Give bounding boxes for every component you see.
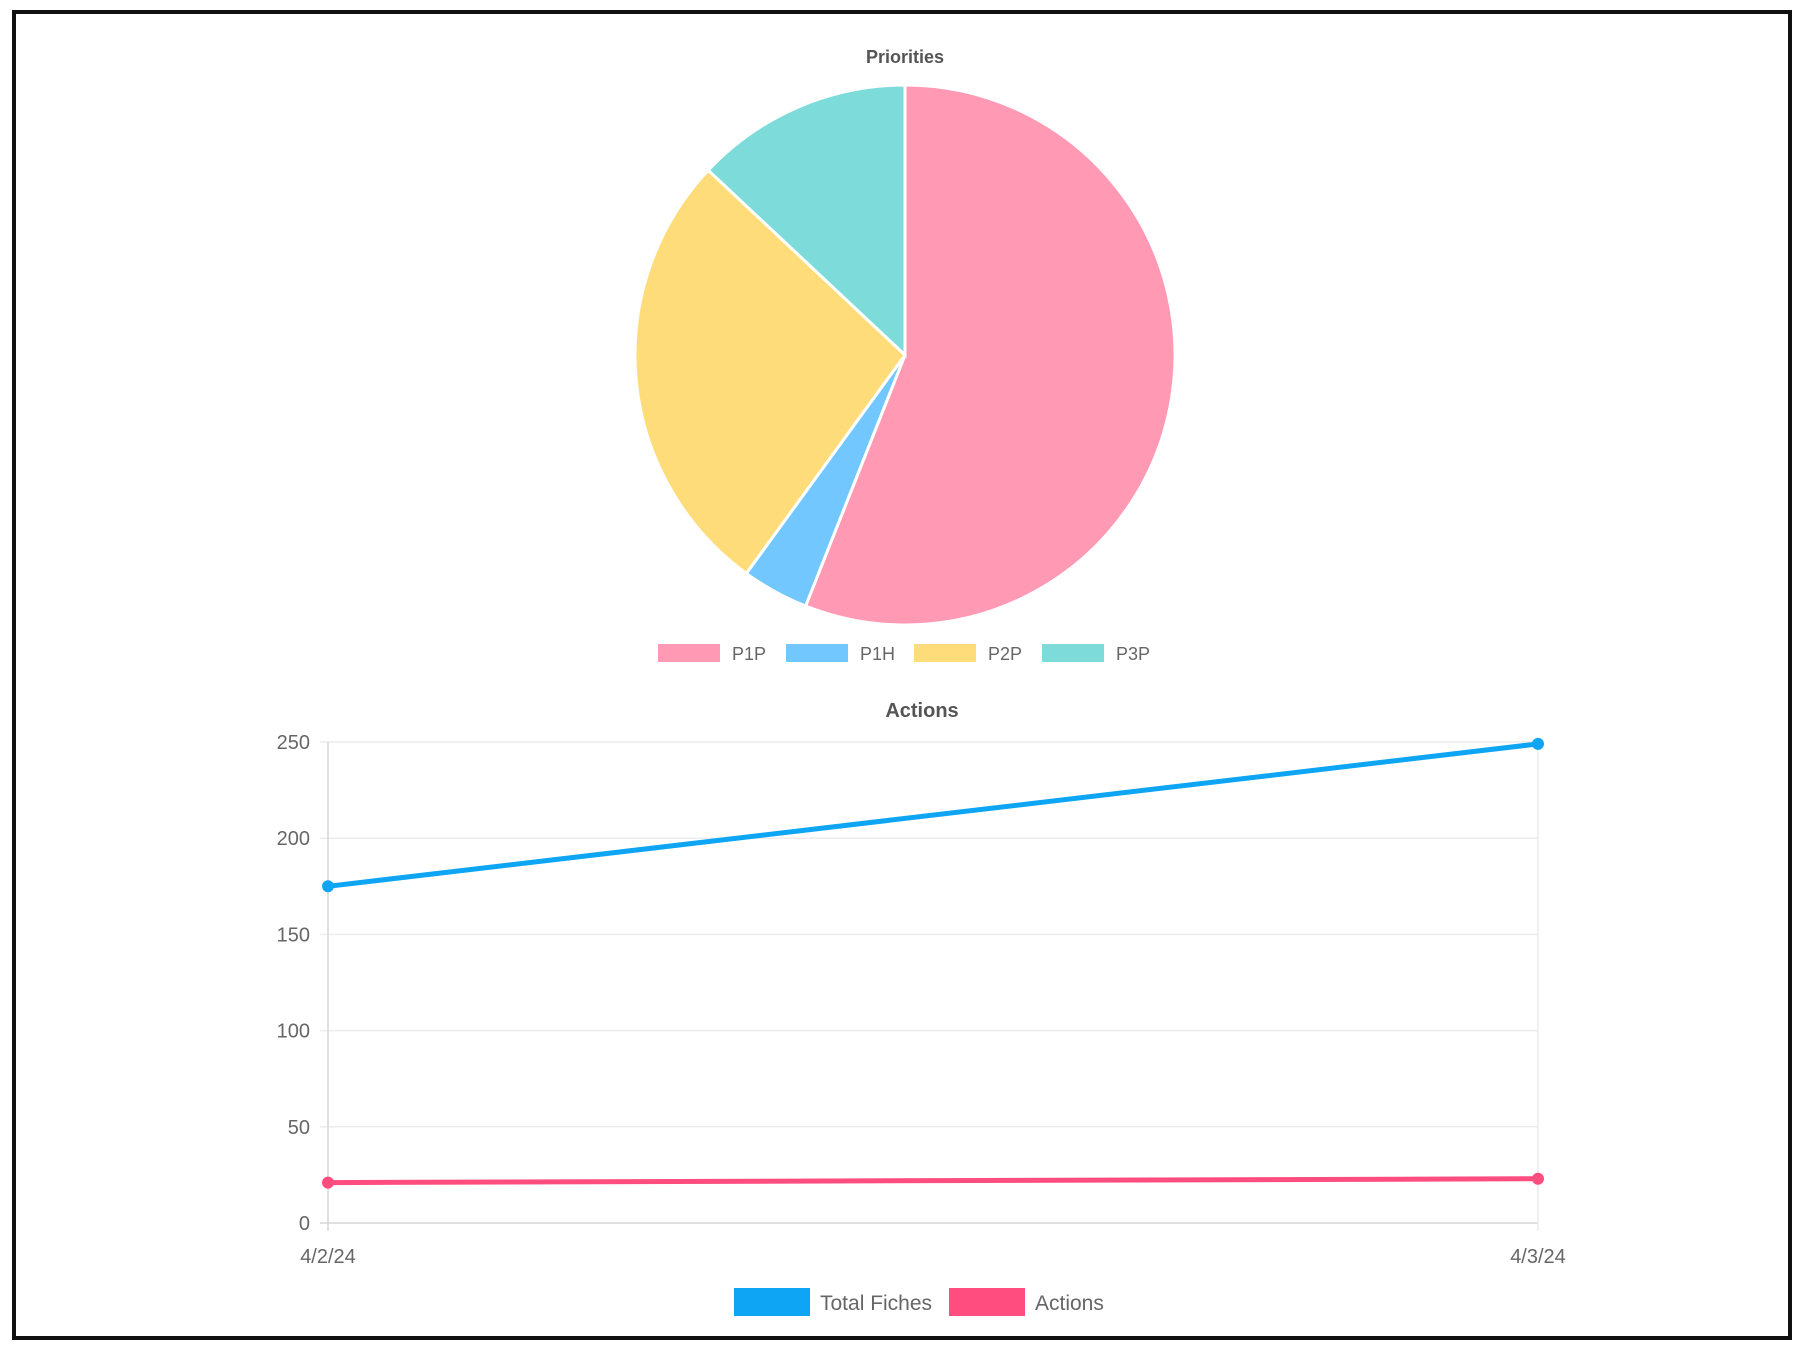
pie-legend-swatch-p2p xyxy=(914,644,976,662)
pie-legend-item-p2p[interactable]: P2P xyxy=(914,644,1022,664)
line-legend-item-total-fiches[interactable]: Total Fiches xyxy=(734,1288,932,1316)
pie-legend-label-p1h: P1H xyxy=(860,644,895,664)
line-chart-title: Actions xyxy=(885,700,958,722)
y-tick-label-150: 150 xyxy=(277,924,310,946)
series-point-actions-4-3-24[interactable] xyxy=(1532,1172,1544,1185)
pie-legend-swatch-p3p xyxy=(1042,644,1104,662)
line-legend-swatch-actions xyxy=(949,1288,1025,1316)
x-tick-label-4-2-24: 4/2/24 xyxy=(300,1246,356,1268)
line-legend-swatch-total-fiches xyxy=(734,1288,810,1316)
line-legend-item-actions[interactable]: Actions xyxy=(949,1288,1104,1316)
pie-legend-item-p3p[interactable]: P3P xyxy=(1042,644,1150,664)
series-point-total-fiches-4-2-24[interactable] xyxy=(322,880,334,893)
pie-chart: Priorities P1P P1H P2P P3P xyxy=(633,47,1177,664)
pie-legend: P1P P1H P2P P3P xyxy=(658,644,1150,664)
pie-slice-p2p[interactable] xyxy=(633,168,907,576)
pie-legend-item-p1p[interactable]: P1P xyxy=(658,644,766,664)
series-total-fiches xyxy=(322,737,1544,893)
y-tick-label-200: 200 xyxy=(277,828,310,850)
line-legend: Total Fiches Actions xyxy=(734,1288,1104,1316)
x-tick-label-4-3-24: 4/3/24 xyxy=(1510,1246,1566,1268)
pie-slice-p3p[interactable] xyxy=(706,83,907,359)
series-line-actions xyxy=(325,1176,1541,1186)
line-chart: Actions 0 50 100 150 200 250 4/2/24 4/3/24 Tot… xyxy=(277,700,1566,1316)
line-legend-label-total-fiches: Total Fiches xyxy=(820,1292,932,1315)
pie-slices xyxy=(633,83,1177,627)
pie-slice-p1p[interactable] xyxy=(803,83,1177,627)
pie-chart-title: Priorities xyxy=(866,47,944,67)
series-actions xyxy=(322,1172,1544,1189)
y-tick-label-100: 100 xyxy=(277,1021,310,1043)
pie-legend-label-p2p: P2P xyxy=(988,644,1022,664)
y-tick-label-250: 250 xyxy=(277,732,310,754)
pie-legend-swatch-p1h xyxy=(786,644,848,662)
pie-legend-label-p3p: P3P xyxy=(1116,644,1150,664)
y-axis-ticks: 0 50 100 150 200 250 xyxy=(277,732,310,1235)
pie-legend-item-p1h[interactable]: P1H xyxy=(786,644,895,664)
x-axis-ticks: 4/2/24 4/3/24 xyxy=(300,1246,1566,1268)
series-point-actions-4-2-24[interactable] xyxy=(322,1176,334,1189)
series-line-total-fiches xyxy=(325,741,1541,889)
y-tick-label-0: 0 xyxy=(299,1213,310,1235)
line-series xyxy=(322,737,1544,1189)
pie-legend-label-p1p: P1P xyxy=(732,644,766,664)
pie-legend-swatch-p1p xyxy=(658,644,720,662)
line-grid xyxy=(320,741,1539,1231)
y-tick-label-50: 50 xyxy=(288,1117,310,1139)
series-point-total-fiches-4-3-24[interactable] xyxy=(1532,737,1544,750)
line-legend-label-actions: Actions xyxy=(1035,1292,1104,1315)
